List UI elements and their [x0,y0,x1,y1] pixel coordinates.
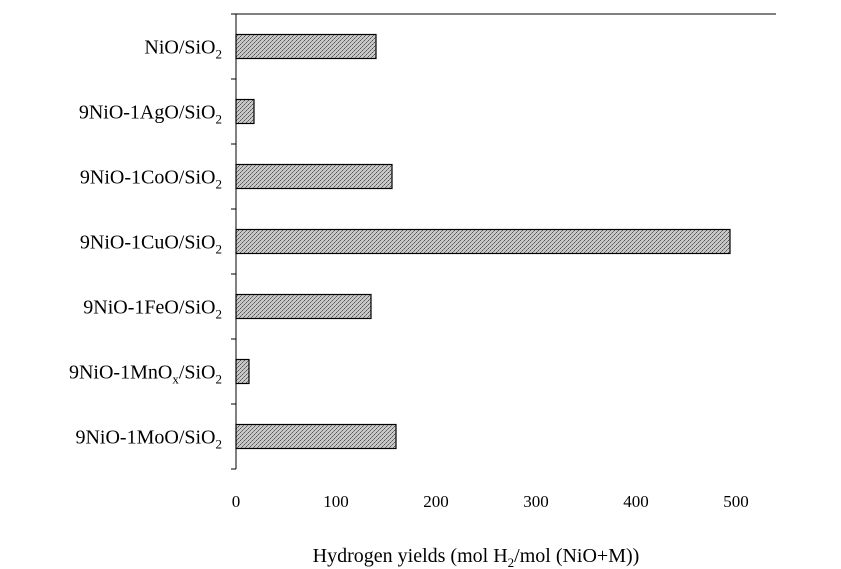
x-axis-title-post: /mol (NiO+M)) [514,545,639,567]
bar-1 [235,98,255,125]
x-tick-label: 0 [232,492,241,511]
x-tick-label: 100 [323,492,349,511]
bar-3 [235,228,731,255]
x-axis-title-pre: Hydrogen yields (mol H [313,545,508,567]
x-tick-label: 200 [423,492,449,511]
category-label: 9NiO-1CoO/SiO2 [80,167,222,192]
x-axis-title: Hydrogen yields (mol H2/mol (NiO+M)) [313,545,640,569]
x-tick-label: 500 [723,492,749,511]
bar-5 [235,358,250,385]
bar-6 [235,423,397,450]
category-label: 9NiO-1AgO/SiO2 [79,102,222,127]
category-label: NiO/SiO2 [144,37,222,62]
x-tick-label: 300 [523,492,549,511]
plot-area: NiO/SiO2 9NiO-1AgO/SiO2 9NiO-1CoO/SiO2 9NiO… [69,13,776,511]
x-axis-title-subscript: 2 [508,555,515,569]
bar-0 [235,33,377,60]
category-label: 9NiO-1FeO/SiO2 [83,297,222,322]
category-label: 9NiO-1MnOx/SiO2 [69,362,222,387]
bar-2 [235,163,393,190]
category-label: 9NiO-1CuO/SiO2 [80,232,222,257]
category-label: 9NiO-1MoO/SiO2 [75,427,222,452]
bar-4 [235,293,372,320]
x-tick-label: 400 [623,492,649,511]
